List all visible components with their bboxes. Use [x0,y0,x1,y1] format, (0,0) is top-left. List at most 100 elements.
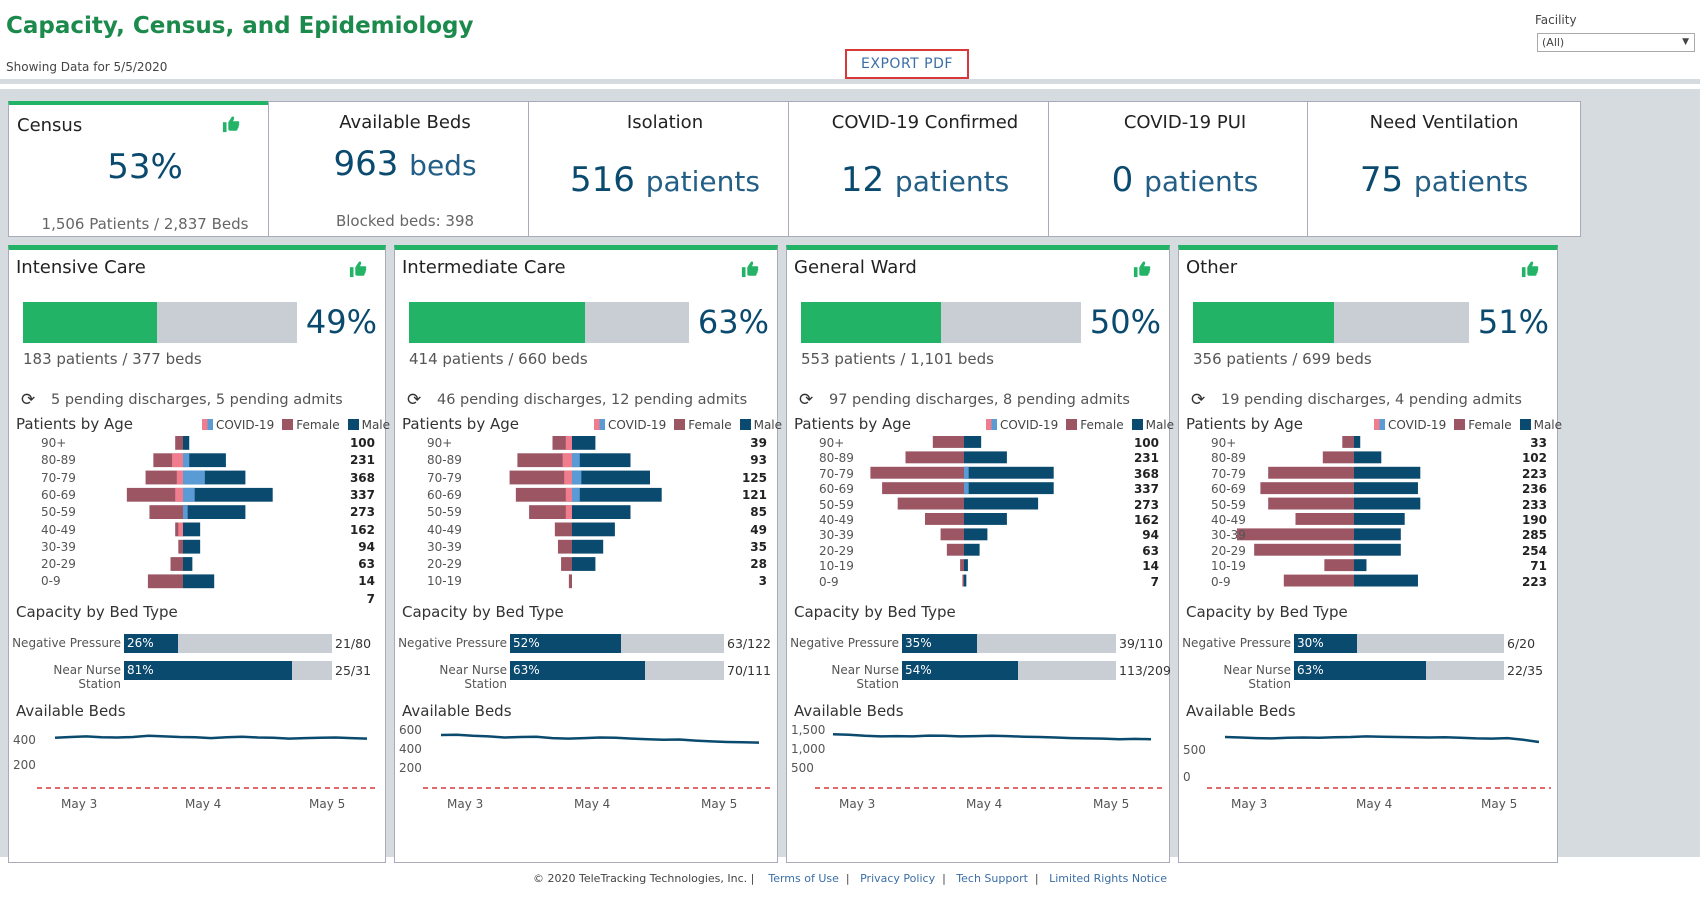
limited-rights-notice-link[interactable]: Limited Rights Notice [1049,872,1167,885]
kpi-value-unit: beds [409,149,477,182]
covid-male-bar [964,466,969,479]
age-group-label: 20-29 [427,557,462,572]
x-tick-label: May 3 [61,797,97,811]
bed-type-bar-fill: 26% [124,634,179,653]
female-bar [149,505,183,519]
data-date-subtitle: Showing Data for 5/5/2020 [6,60,168,74]
bed-type-bar: 63% [510,661,724,680]
legend-male: Male [347,418,391,432]
age-group-label: 0-9 [1211,574,1231,589]
female-bar [568,574,572,589]
female-bar [178,539,183,554]
age-group-label: 80-89 [1211,451,1246,466]
available-beds-line [1224,735,1540,744]
available-beds-heading: Available Beds [402,702,512,720]
age-group-count: 285 [1521,528,1547,543]
age-group-label: 50-59 [819,497,854,512]
covid-male-bar [964,482,969,495]
age-group-label: 30-39 [41,539,76,554]
age-group-count: 368 [1133,466,1159,481]
male-bar [964,528,988,541]
age-group-count: 3 [758,574,767,589]
female-bar [515,487,572,502]
age-group-count: 71 [1530,559,1547,574]
available-beds-line [54,734,368,740]
kpi-value-number: 0 [1111,160,1134,200]
legend-swatch-male [347,419,359,430]
covid-female-bar [176,470,183,485]
age-group-label: 40-49 [427,522,462,537]
female-bar [1322,451,1354,464]
bed-type-label: Negative Pressure [1182,636,1291,650]
occupancy-count: 414 patients / 660 beds [409,350,588,368]
bed-type-bar-fill: 54% [902,661,1018,680]
legend-swatch-female [1454,419,1466,430]
male-bar [183,539,201,554]
covid-male-bar [572,487,580,502]
kpi-value: 963 beds [269,144,541,184]
legend-female-label: Female [296,418,340,432]
bed-type-fraction: 113/209 [1119,663,1171,678]
male-bar [183,436,190,450]
age-group-count: 162 [349,522,375,537]
kpi-value-number: 75 [1359,160,1404,200]
male-bar [964,574,967,587]
bed-type-label: Near Nurse Station [831,663,899,691]
kpi-subtext: Blocked beds: 398 [335,212,475,230]
covid-female-bar [564,470,572,485]
male-bar [183,453,226,468]
capacity-by-bed-type-heading: Capacity by Bed Type [1186,603,1348,621]
tech-support-link[interactable]: Tech Support [956,872,1028,885]
available-beds-heading: Available Beds [794,702,904,720]
kpi-value: 12 patients [789,160,1061,200]
legend-female-label: Female [1080,418,1124,432]
terms-of-use-link[interactable]: Terms of Use [768,872,839,885]
facility-filter-select[interactable]: (All) ▼ [1537,33,1695,52]
bed-type-label: Near Nurse Station [53,663,121,691]
male-bar [964,497,1039,510]
bed-type-bar: 81% [124,661,332,680]
x-tick-label: May 5 [309,797,345,811]
female-bar [925,513,964,525]
privacy-policy-link[interactable]: Privacy Policy [860,872,936,885]
covid-male-bar [572,470,582,485]
female-bar [126,487,183,502]
covid-male-bar [183,470,205,485]
male-bar [1354,436,1361,448]
age-group-count: 368 [349,470,375,485]
export-pdf-button[interactable]: EXPORT PDF [845,49,969,79]
female-bar [145,470,183,485]
age-legend: COVID-19 Female Male [1374,418,1570,432]
kpi-title: Census [17,115,83,136]
kpi-title: Need Ventilation [1369,112,1519,133]
age-group-label: 90+ [41,436,67,450]
legend-swatch-female [282,419,294,430]
covid-female-bar [565,436,572,450]
y-tick-label: 1,500 [791,723,825,737]
male-bar [572,557,596,571]
legend-male-label: Male [1533,418,1563,432]
refresh-icon: ⟳ [1191,390,1206,410]
male-bar [183,522,201,537]
male-bar [964,513,1007,525]
kpi-card-census: Census 53% 1,506 Patients / 2,837 Beds [8,101,282,237]
bed-type-bar: 35% [902,634,1116,653]
female-bar [946,543,964,556]
age-group-label: 0-9 [41,574,61,589]
male-bar [1354,451,1382,464]
age-group-label: 50-59 [427,505,462,520]
kpi-card-available-beds: Available Beds 963 beds Blocked beds: 398 [268,101,542,237]
bed-type-bar-fill: 81% [124,661,293,680]
occupancy-percent: 49% [305,303,377,341]
age-group-label: 20-29 [819,543,854,558]
page-title: Capacity, Census, and Epidemiology [6,13,474,39]
thumbs-up-icon [349,261,367,278]
y-tick-label: 200 [399,761,422,775]
female-bar [905,451,964,464]
legend-swatch-male [739,419,751,430]
female-bar [1237,528,1354,541]
age-pyramid-chart [870,436,1054,587]
chevron-down-icon[interactable]: ▼ [1682,37,1689,47]
legend-male-label: Male [361,418,391,432]
age-group-label: 40-49 [819,513,854,527]
